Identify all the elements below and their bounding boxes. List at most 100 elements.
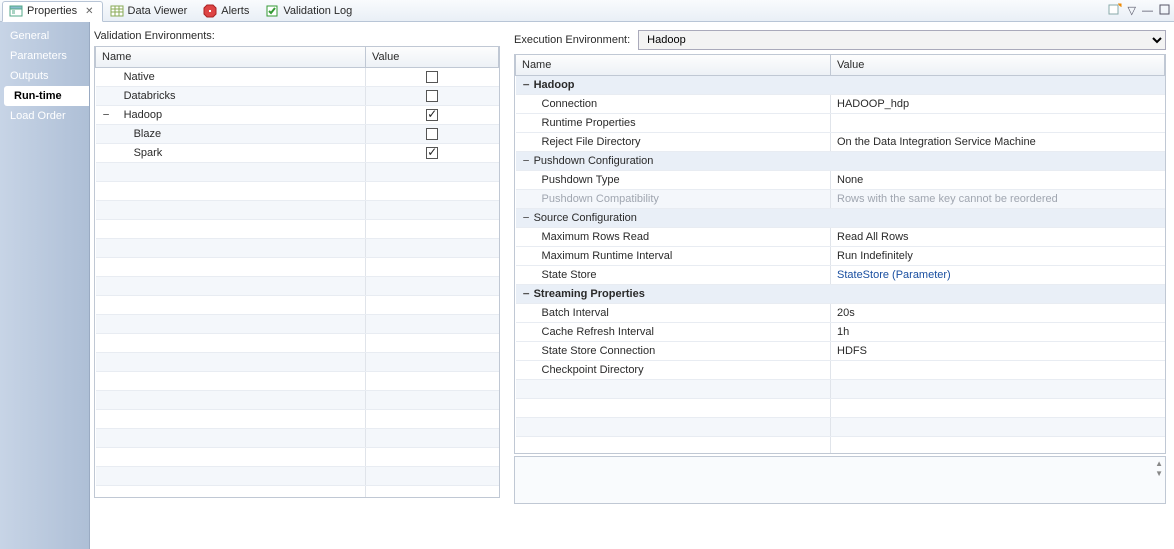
exec-row[interactable]: Maximum Runtime Interval Run Indefinitely	[516, 246, 1165, 265]
minimize-icon[interactable]: —	[1142, 5, 1153, 17]
prop-value[interactable]: Run Indefinitely	[831, 246, 1165, 265]
exec-env-select[interactable]: Hadoop	[638, 30, 1166, 50]
main-area: GeneralParametersOutputsRun-timeLoad Ord…	[0, 22, 1174, 549]
validation-row[interactable]: Spark	[96, 143, 499, 162]
empty-row	[516, 436, 1165, 454]
prop-label: Checkpoint Directory	[522, 364, 644, 376]
expander-icon[interactable]: −	[522, 78, 531, 91]
col-name[interactable]: Name	[96, 47, 366, 67]
prop-value[interactable]: 1h	[831, 322, 1165, 341]
validation-row[interactable]: Native	[96, 67, 499, 86]
tab-alerts[interactable]: Alerts	[196, 0, 258, 21]
empty-row	[96, 466, 499, 485]
exec-row[interactable]: Connection HADOOP_hdp	[516, 94, 1165, 113]
validation-row[interactable]: Databricks	[96, 86, 499, 105]
prop-value[interactable]: None	[831, 170, 1165, 189]
tab-validation-log[interactable]: Validation Log	[258, 0, 361, 21]
checkbox[interactable]	[426, 71, 438, 83]
col-value[interactable]: Value	[366, 47, 499, 67]
prop-value[interactable]	[831, 360, 1165, 379]
exec-row[interactable]: − Source Configuration	[516, 208, 1165, 227]
exec-row[interactable]: State Store StateStore (Parameter)	[516, 265, 1165, 284]
empty-row	[96, 409, 499, 428]
expander-icon[interactable]: −	[522, 287, 531, 300]
group-label: Pushdown Configuration	[534, 155, 654, 167]
prop-value[interactable]: HDFS	[831, 341, 1165, 360]
tab-properties[interactable]: Properties ✕	[2, 1, 103, 22]
prop-label: State Store Connection	[522, 345, 656, 357]
exec-col-name[interactable]: Name	[516, 55, 831, 75]
sidebar-item-run-time[interactable]: Run-time	[4, 86, 89, 106]
expander-icon[interactable]: −	[522, 154, 531, 167]
expander-icon[interactable]	[102, 127, 111, 140]
prop-value[interactable]: HADOOP_hdp	[831, 94, 1165, 113]
exec-row[interactable]: − Hadoop	[516, 75, 1165, 94]
empty-row	[96, 276, 499, 295]
validation-row[interactable]: Blaze	[96, 124, 499, 143]
sidebar-item-load-order[interactable]: Load Order	[0, 106, 89, 126]
checkbox[interactable]	[426, 109, 438, 121]
validation-panel: Validation Environments: Name Value Nati…	[94, 30, 500, 541]
validation-label: Validation Environments:	[94, 30, 500, 42]
checkbox[interactable]	[426, 147, 438, 159]
exec-label: Execution Environment:	[514, 34, 630, 46]
checkbox[interactable]	[426, 128, 438, 140]
close-icon[interactable]: ✕	[85, 6, 93, 17]
exec-row[interactable]: − Pushdown Configuration	[516, 151, 1165, 170]
prop-value[interactable]: On the Data Integration Service Machine	[831, 132, 1165, 151]
row-label: Blaze	[114, 128, 162, 140]
expander-icon[interactable]	[102, 89, 111, 102]
content: Validation Environments: Name Value Nati…	[90, 22, 1174, 549]
exec-row[interactable]: State Store Connection HDFS	[516, 341, 1165, 360]
exec-row[interactable]: Pushdown Type None	[516, 170, 1165, 189]
exec-row[interactable]: Reject File Directory On the Data Integra…	[516, 132, 1165, 151]
expander-icon[interactable]	[102, 146, 111, 159]
prop-label: Maximum Runtime Interval	[522, 250, 673, 262]
prop-value[interactable]: Rows with the same key cannot be reorder…	[831, 189, 1165, 208]
tab-label: Properties	[27, 5, 77, 17]
validation-grid[interactable]: Name Value Native Databricks− Hadoop Bla…	[94, 46, 500, 498]
empty-row	[96, 447, 499, 466]
exec-row[interactable]: Batch Interval20s	[516, 303, 1165, 322]
expander-icon[interactable]	[102, 70, 111, 83]
execution-panel: Execution Environment: Hadoop Name Value…	[514, 30, 1166, 541]
checkbox[interactable]	[426, 90, 438, 102]
prop-label: Pushdown Type	[522, 174, 620, 186]
group-label: Streaming Properties	[534, 288, 645, 300]
prop-label: Cache Refresh Interval	[522, 326, 655, 338]
tabbar-tools: ▽ —	[1108, 2, 1170, 19]
prop-value[interactable]: Read All Rows	[831, 227, 1165, 246]
exec-row[interactable]: − Streaming Properties	[516, 284, 1165, 303]
tab-data-viewer[interactable]: Data Viewer	[103, 0, 197, 21]
expander-icon[interactable]: −	[102, 108, 111, 121]
prop-label: Pushdown Compatibility	[522, 193, 659, 205]
empty-row	[516, 417, 1165, 436]
row-label: Hadoop	[114, 109, 163, 121]
exec-row[interactable]: Maximum Rows ReadRead All Rows	[516, 227, 1165, 246]
prop-label: State Store	[522, 269, 597, 281]
exec-col-value[interactable]: Value	[831, 55, 1165, 75]
exec-row[interactable]: Pushdown Compatibility Rows with the same…	[516, 189, 1165, 208]
exec-row[interactable]: Cache Refresh Interval 1h	[516, 322, 1165, 341]
view-menu-icon[interactable]: ▽	[1128, 4, 1136, 17]
prop-label: Connection	[522, 98, 598, 110]
sidebar-item-outputs[interactable]: Outputs	[0, 66, 89, 86]
prop-value[interactable]: 20s	[831, 303, 1165, 322]
new-view-icon[interactable]	[1108, 2, 1122, 19]
empty-row	[516, 398, 1165, 417]
empty-row	[96, 219, 499, 238]
exec-row[interactable]: Runtime Properties	[516, 113, 1165, 132]
tab-bar: Properties ✕ Data ViewerAlerts Validation L…	[0, 0, 1174, 22]
prop-label: Reject File Directory	[522, 136, 641, 148]
prop-value[interactable]	[831, 113, 1165, 132]
tab-label: Validation Log	[283, 5, 352, 17]
maximize-icon[interactable]	[1159, 4, 1170, 18]
prop-value[interactable]: StateStore (Parameter)	[831, 265, 1165, 284]
validation-row[interactable]: − Hadoop	[96, 105, 499, 124]
exec-grid[interactable]: Name Value − HadoopConnectionHADOOP_hdpR…	[514, 54, 1166, 454]
description-pane[interactable]	[514, 456, 1166, 504]
expander-icon[interactable]: −	[522, 211, 531, 224]
sidebar-item-parameters[interactable]: Parameters	[0, 46, 89, 66]
sidebar-item-general[interactable]: General	[0, 26, 89, 46]
exec-row[interactable]: Checkpoint Directory	[516, 360, 1165, 379]
